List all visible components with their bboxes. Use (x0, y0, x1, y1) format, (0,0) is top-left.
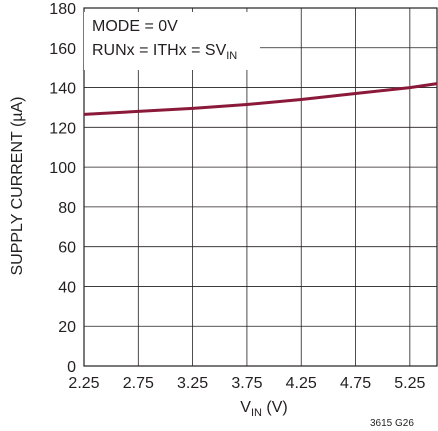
y-tick-label: 100 (49, 160, 76, 177)
annotation-run: RUNx = ITHx = SVIN (92, 42, 237, 62)
supply-current-line (83, 82, 438, 116)
y-tick-label: 60 (58, 240, 76, 257)
y-tick-label: 0 (67, 359, 76, 376)
y-tick-label: 160 (49, 41, 76, 58)
annotation-mode: MODE = 0V (92, 18, 178, 35)
x-tick-label: 4.75 (340, 375, 371, 392)
x-tick-labels: 2.25 2.75 3.25 3.75 4.25 4.75 5.25 (68, 375, 425, 392)
y-tick-label: 120 (49, 120, 76, 137)
x-tick-label: 2.75 (123, 375, 154, 392)
annotation-box (84, 12, 260, 70)
y-axis-label: SUPPLY CURRENT (µA) (9, 96, 26, 275)
figure-id: 3615 G26 (370, 418, 414, 429)
x-tick-label: 3.75 (231, 375, 262, 392)
x-tick-label: 4.25 (286, 375, 317, 392)
y-tick-label: 40 (58, 279, 76, 296)
y-tick-label: 140 (49, 81, 76, 98)
plot-frame (83, 7, 438, 367)
y-tick-label: 80 (58, 200, 76, 217)
y-tick-labels: 0 20 40 60 80 100 120 140 160 180 (49, 1, 76, 376)
x-axis-label: VIN (V) (240, 399, 287, 419)
x-tick-label: 2.25 (68, 375, 99, 392)
y-tick-label: 20 (58, 319, 76, 336)
x-tick-label: 5.25 (394, 375, 425, 392)
series-lines (83, 82, 438, 116)
x-tick-label: 3.25 (177, 375, 208, 392)
y-tick-label: 180 (49, 1, 76, 18)
